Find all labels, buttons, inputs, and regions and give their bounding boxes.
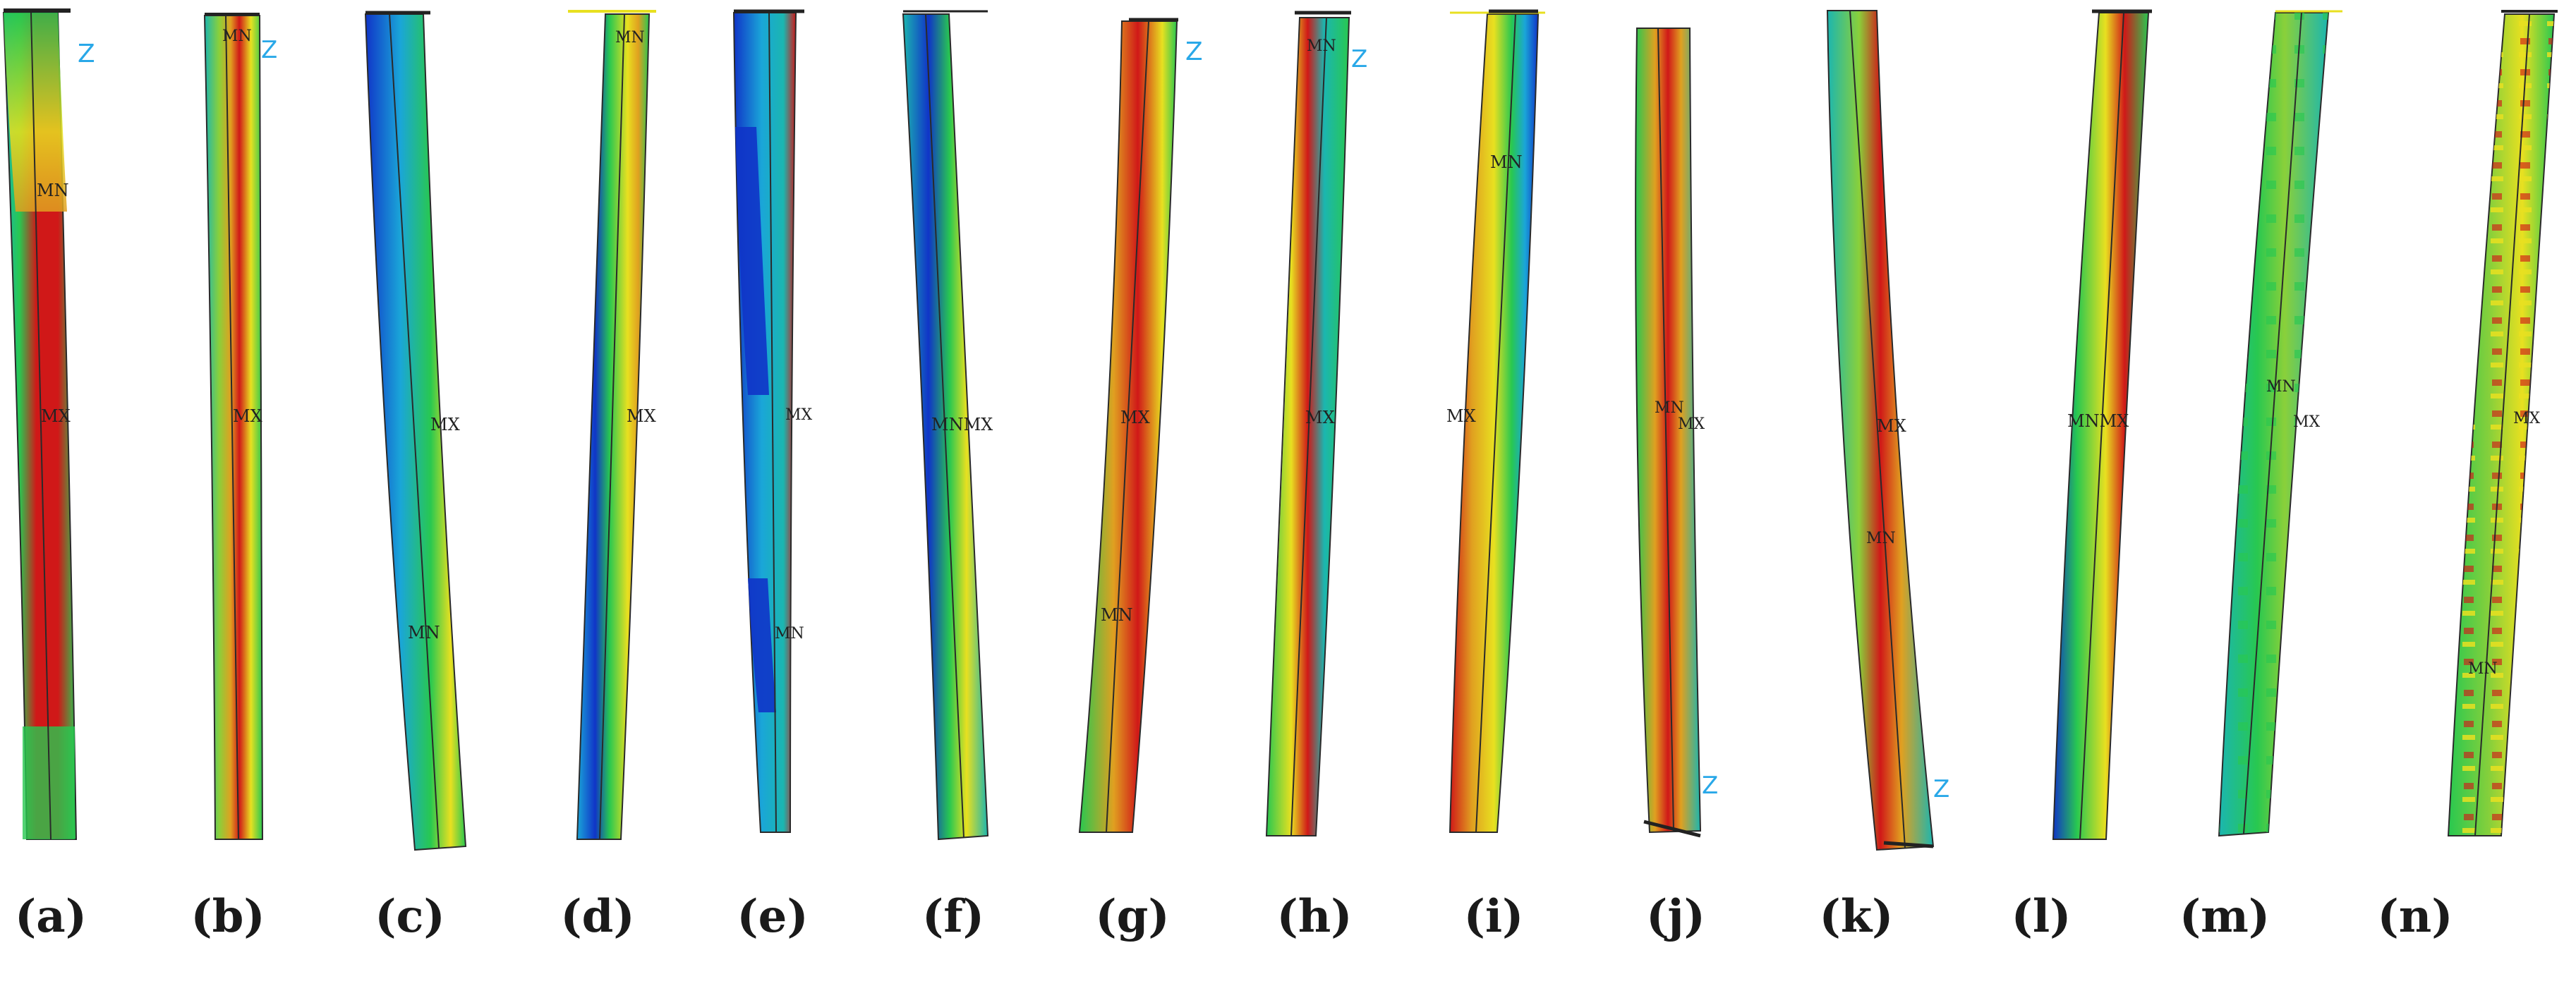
beam-edge-g — [1106, 20, 1149, 833]
axis-label-b: Z — [261, 36, 277, 64]
max-marker-a: MX — [41, 406, 71, 426]
max-marker-b: MX — [233, 406, 262, 426]
caption-j: (j) — [1646, 890, 1705, 943]
panel-n: MX MN — [2447, 10, 2558, 836]
max-marker-i: MX — [1446, 406, 1476, 426]
panel-h: Z MN MX — [1265, 11, 1367, 836]
beam-c — [364, 13, 467, 851]
min-marker-j: MN — [1655, 399, 1684, 417]
caption-a: (a) — [14, 890, 87, 943]
panel-a: Z MN MX — [2, 8, 95, 840]
beam-j — [1635, 28, 1702, 834]
beam-d — [576, 13, 651, 840]
caption-m: (m) — [2179, 890, 2270, 943]
min-marker-b: MN — [222, 28, 252, 45]
caption-f: (f) — [921, 890, 985, 943]
caption-k: (k) — [1819, 890, 1894, 943]
caption-i: (i) — [1463, 890, 1524, 943]
max-marker-e: MX — [785, 406, 813, 424]
caption-h: (h) — [1276, 890, 1353, 943]
beam-edge-j — [1657, 28, 1674, 832]
panel-d: MN MX — [568, 10, 656, 840]
beam-h — [1265, 17, 1350, 836]
panel-l: MNMX — [2052, 9, 2152, 840]
beam-edge-i — [1475, 13, 1516, 833]
caption-l: (l) — [2011, 890, 2072, 943]
min-max-marker-l: MNMX — [2067, 411, 2129, 431]
min-marker-n: MN — [2468, 660, 2498, 678]
min-marker-e: MN — [775, 625, 804, 643]
axis-label-j: Z — [1702, 772, 1718, 800]
min-marker-h: MN — [1307, 37, 1336, 55]
caption-c: (c) — [375, 890, 445, 943]
beam-edge-b — [225, 15, 239, 840]
max-marker-g: MX — [1120, 408, 1150, 427]
max-marker-m: MX — [2293, 413, 2321, 431]
beam-i — [1449, 13, 1540, 833]
min-marker-m: MN — [2266, 378, 2296, 396]
max-marker-c: MX — [430, 415, 460, 434]
max-marker-k: MX — [1877, 416, 1906, 436]
panel-m: MN MX — [2218, 10, 2342, 837]
min-marker-a: MN — [37, 181, 69, 200]
panel-g: Z MX MN — [1078, 18, 1203, 833]
min-marker-i: MN — [1490, 152, 1523, 172]
panel-b: Z MN MX — [203, 13, 277, 840]
axis-label-k: Z — [1933, 775, 1949, 803]
panel-c: MX MN — [364, 11, 467, 851]
beam-edge-k — [1849, 10, 1906, 848]
min-marker-k: MN — [1866, 530, 1896, 547]
panel-i: MN MX — [1446, 9, 1545, 833]
caption-n: (n) — [2377, 890, 2453, 943]
min-max-marker-f: MNMX — [931, 415, 993, 434]
beam-edge-d — [599, 13, 625, 840]
beam-edge-m — [2243, 12, 2302, 834]
min-marker-c: MN — [408, 623, 440, 643]
beam-edge-c — [389, 13, 440, 848]
beam-edge-l — [2079, 12, 2124, 840]
axis-label-g: Z — [1185, 37, 1203, 66]
panel-k: Z MX MN — [1826, 10, 1949, 851]
beam-edge-n — [2474, 13, 2530, 836]
beam-a — [2, 12, 78, 840]
beam-edge-e — [768, 12, 777, 833]
caption-b: (b) — [191, 890, 265, 943]
caption-e: (e) — [737, 890, 809, 943]
beam-edge-f — [925, 13, 965, 839]
panel-j: Z MN MX — [1635, 28, 1718, 838]
axis-label-h: Z — [1351, 45, 1367, 73]
caption-g: (g) — [1095, 890, 1170, 943]
caption-d: (d) — [560, 890, 635, 943]
max-marker-j: MX — [1678, 415, 1705, 433]
max-marker-d: MX — [627, 406, 656, 426]
beam-l — [2052, 12, 2150, 840]
max-marker-h: MX — [1305, 408, 1335, 427]
axis-label-a: Z — [78, 39, 95, 68]
panel-e: MX MN — [732, 9, 813, 833]
beam-edge-a — [30, 12, 52, 840]
beam-edge-h — [1290, 17, 1327, 836]
min-marker-d: MN — [615, 29, 645, 47]
min-marker-g: MN — [1101, 605, 1133, 625]
max-marker-n: MX — [2513, 410, 2541, 427]
beam-b — [203, 15, 264, 840]
panel-f: MNMX — [902, 10, 993, 841]
